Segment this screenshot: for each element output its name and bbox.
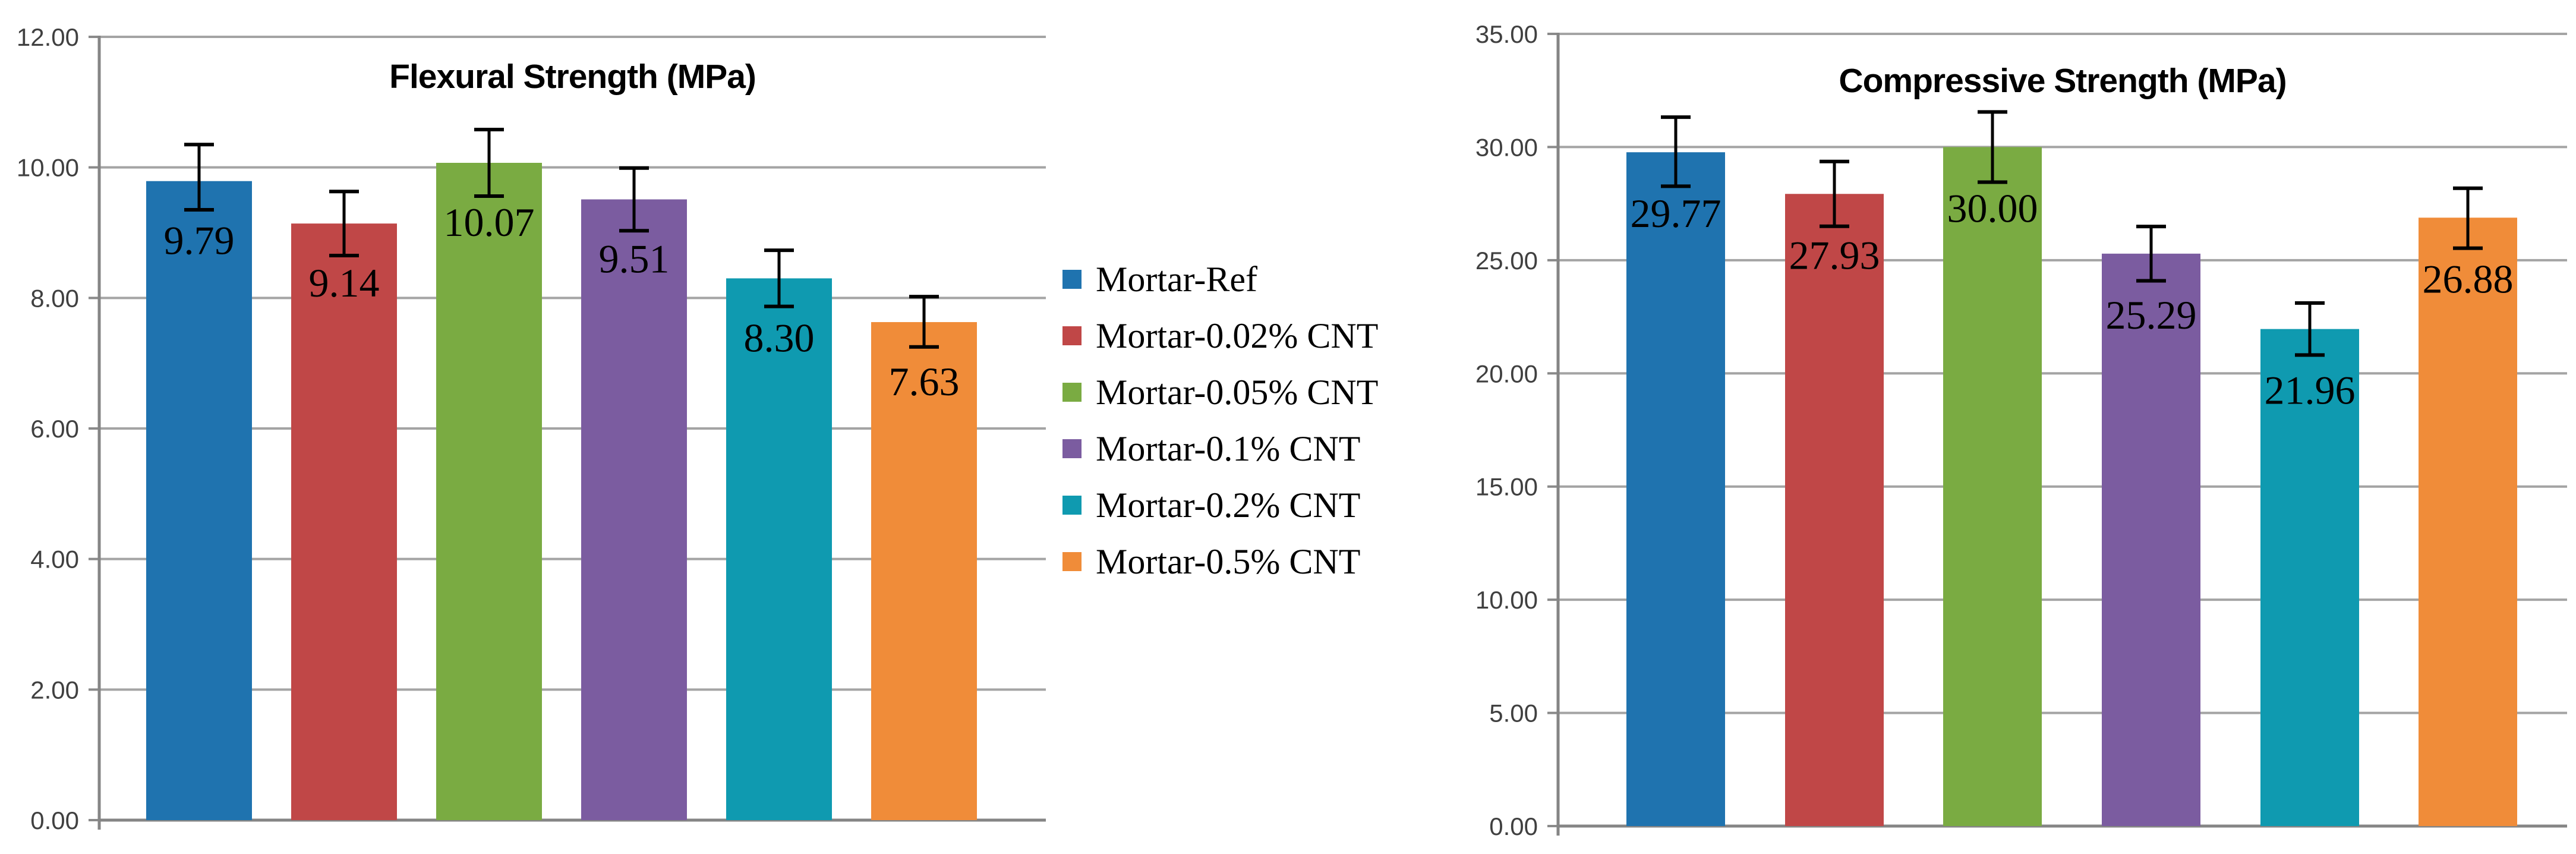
- y-tick-label: 30.00: [1475, 133, 1538, 161]
- legend-swatch-red: [1062, 326, 1082, 345]
- legend-item-mortar-002-cnt: Mortar-0.02% CNT: [1062, 307, 1378, 364]
- bar-value-label: 27.93: [1789, 232, 1880, 278]
- bar-value-label: 21.96: [2265, 368, 2356, 413]
- bar-value-label: 30.00: [1947, 185, 2038, 231]
- legend: Mortar-Ref Mortar-0.02% CNT Mortar-0.05%…: [1062, 251, 1378, 590]
- legend-label: Mortar-0.02% CNT: [1096, 316, 1379, 355]
- bar-value-label: 8.30: [744, 315, 815, 360]
- y-tick-label: 0.00: [1489, 812, 1538, 840]
- bar-value-label: 7.63: [889, 359, 960, 404]
- bar-value-label: 10.07: [444, 200, 535, 245]
- bar-mortar-0-05-cnt: [1943, 147, 2042, 826]
- y-tick-label: 0.00: [30, 806, 79, 834]
- legend-swatch-purple: [1062, 439, 1082, 458]
- legend-item-mortar-01-cnt: Mortar-0.1% CNT: [1062, 420, 1378, 477]
- y-tick-label: 15.00: [1475, 473, 1538, 501]
- legend-item-mortar-005-cnt: Mortar-0.05% CNT: [1062, 364, 1378, 420]
- bar-mortar-0-1-cnt: [581, 199, 687, 820]
- legend-label: Mortar-0.5% CNT: [1096, 541, 1361, 581]
- flexural-chart-title: Flexural Strength (MPa): [389, 58, 756, 96]
- y-tick-label: 10.00: [1475, 586, 1538, 614]
- bar-mortar-ref: [1626, 152, 1725, 827]
- legend-label: Mortar-0.2% CNT: [1096, 485, 1361, 525]
- y-tick-label: 6.00: [30, 415, 79, 443]
- y-tick-label: 10.00: [17, 154, 79, 182]
- y-tick-label: 2.00: [30, 676, 79, 704]
- bar-value-label: 26.88: [2423, 256, 2514, 301]
- y-tick-label: 25.00: [1475, 247, 1538, 275]
- y-tick-label: 20.00: [1475, 360, 1538, 387]
- bar-mortar-0-5-cnt: [2419, 218, 2517, 827]
- y-tick-label: 12.00: [17, 23, 79, 51]
- y-tick-label: 5.00: [1489, 699, 1538, 727]
- legend-swatch-orange: [1062, 552, 1082, 571]
- bar-value-label: 9.51: [599, 236, 670, 281]
- bar-value-label: 9.14: [309, 260, 380, 305]
- legend-item-mortar-05-cnt: Mortar-0.5% CNT: [1062, 533, 1378, 590]
- legend-item-mortar-ref: Mortar-Ref: [1062, 251, 1378, 307]
- bar-value-label: 25.29: [2106, 292, 2197, 338]
- bar-value-label: 29.77: [1631, 191, 1721, 236]
- bar-value-label: 9.79: [164, 218, 235, 263]
- legend-label: Mortar-Ref: [1096, 259, 1258, 299]
- bar-mortar-0-5-cnt: [871, 322, 977, 820]
- legend-label: Mortar-0.05% CNT: [1096, 372, 1379, 412]
- y-tick-label: 8.00: [30, 284, 79, 312]
- legend-swatch-green: [1062, 382, 1082, 402]
- bar-mortar-0-05-cnt: [436, 162, 542, 821]
- bar-mortar-0-1-cnt: [2102, 253, 2200, 827]
- bar-mortar-0-02-cnt: [1785, 194, 1884, 826]
- legend-swatch-blue: [1062, 269, 1082, 289]
- bar-mortar-0-02-cnt: [291, 223, 397, 821]
- y-tick-label: 35.00: [1475, 20, 1538, 48]
- compressive-chart-title: Compressive Strength (MPa): [1839, 62, 2287, 100]
- legend-swatch-teal: [1062, 495, 1082, 515]
- bar-mortar-ref: [146, 181, 252, 820]
- legend-label: Mortar-0.1% CNT: [1096, 428, 1361, 468]
- bar-mortar-0-2-cnt: [726, 278, 832, 821]
- y-tick-label: 4.00: [30, 546, 79, 573]
- bar-mortar-0-2-cnt: [2260, 329, 2359, 826]
- legend-item-mortar-02-cnt: Mortar-0.2% CNT: [1062, 477, 1378, 533]
